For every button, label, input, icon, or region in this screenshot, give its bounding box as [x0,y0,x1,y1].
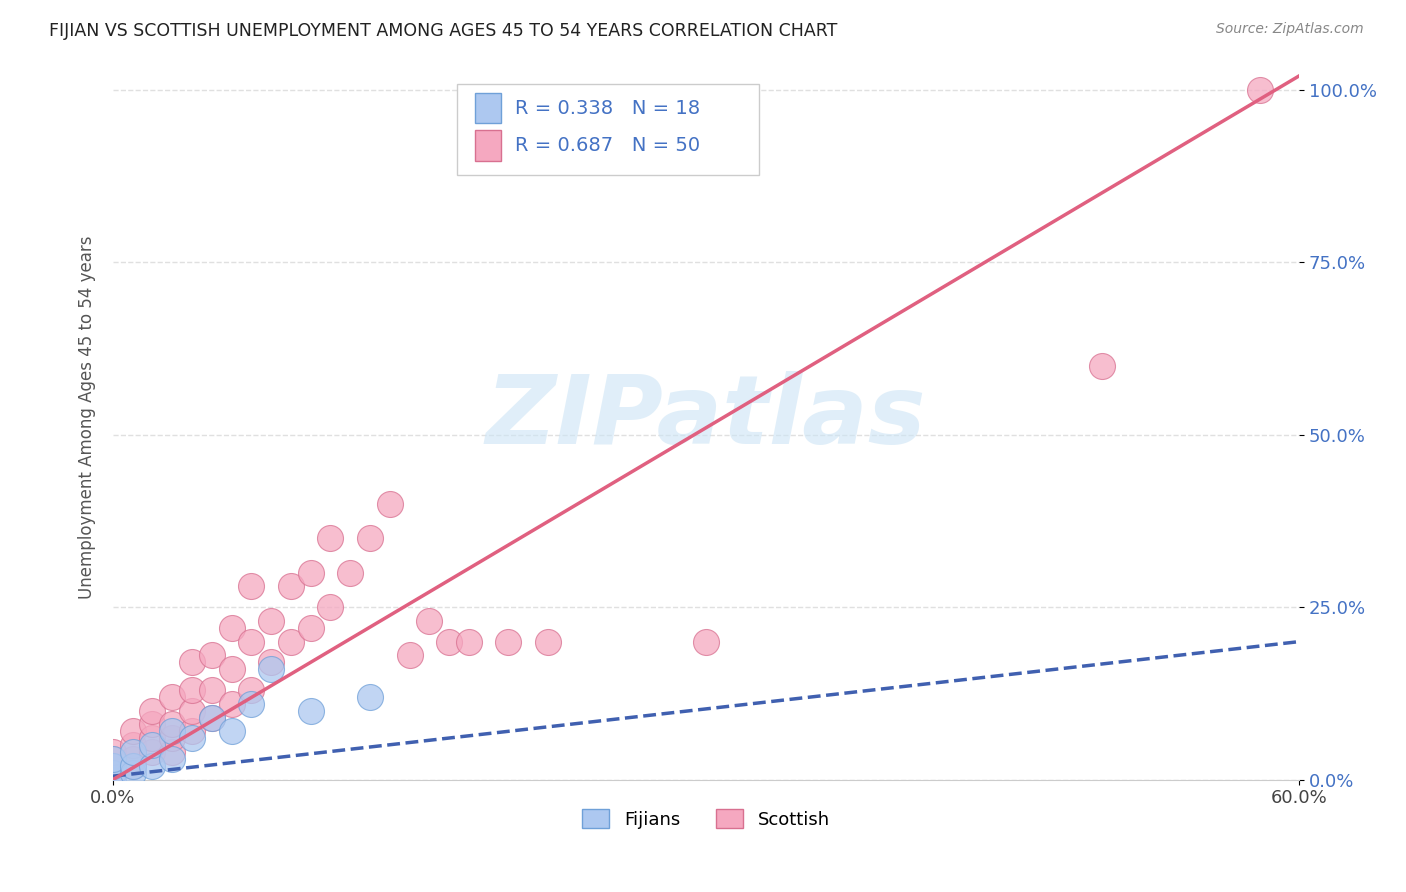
Text: ZIPatlas: ZIPatlas [485,371,927,464]
Text: Source: ZipAtlas.com: Source: ZipAtlas.com [1216,22,1364,37]
Point [201,710,224,724]
Point [121,738,143,752]
Point [299,566,322,580]
Point [221,662,243,676]
Point [240,579,263,593]
Point [260,662,283,676]
Point [181,682,204,697]
Point [240,634,263,648]
Point [141,704,163,718]
Text: FIJIAN VS SCOTTISH UNEMPLOYMENT AMONG AGES 45 TO 54 YEARS CORRELATION CHART: FIJIAN VS SCOTTISH UNEMPLOYMENT AMONG AG… [49,22,838,40]
Point [240,682,263,697]
Point [101,745,124,759]
Point [101,765,124,780]
Point [221,724,243,739]
Point [121,759,143,773]
Point [101,765,124,780]
FancyBboxPatch shape [457,84,759,175]
Point [299,704,322,718]
Point [221,697,243,711]
Point [101,759,124,773]
Point [162,724,184,739]
Point [378,497,401,511]
FancyBboxPatch shape [475,130,501,161]
Point [339,566,361,580]
Legend: Fijians, Scottish: Fijians, Scottish [575,802,837,836]
Point [457,634,479,648]
Point [1249,82,1271,96]
Point [319,600,342,615]
Point [695,634,717,648]
Point [319,531,342,545]
Point [101,752,124,766]
Point [101,765,124,780]
Point [201,682,224,697]
Point [101,772,124,787]
Point [359,690,381,704]
Point [121,759,143,773]
Point [201,710,224,724]
Point [121,752,143,766]
Point [398,648,420,663]
Point [141,745,163,759]
Point [141,717,163,731]
Point [121,765,143,780]
Point [201,648,224,663]
Point [162,731,184,746]
Point [162,690,184,704]
Point [221,621,243,635]
Point [121,724,143,739]
Point [121,745,143,759]
Point [280,634,302,648]
Point [101,759,124,773]
Point [280,579,302,593]
Point [141,731,163,746]
Y-axis label: Unemployment Among Ages 45 to 54 years: Unemployment Among Ages 45 to 54 years [79,235,96,599]
Point [437,634,460,648]
Point [299,621,322,635]
Text: R = 0.338   N = 18: R = 0.338 N = 18 [515,98,700,118]
Point [418,614,440,628]
Point [359,531,381,545]
Point [498,634,520,648]
Point [181,656,204,670]
Point [162,745,184,759]
Point [260,614,283,628]
Point [537,634,560,648]
Point [141,759,163,773]
FancyBboxPatch shape [475,93,501,123]
Point [181,724,204,739]
Point [162,717,184,731]
Text: R = 0.687   N = 50: R = 0.687 N = 50 [515,136,700,155]
Point [181,704,204,718]
Point [162,752,184,766]
Point [141,738,163,752]
Point [181,731,204,746]
Point [1090,359,1112,373]
Point [260,656,283,670]
Point [240,697,263,711]
Point [101,752,124,766]
